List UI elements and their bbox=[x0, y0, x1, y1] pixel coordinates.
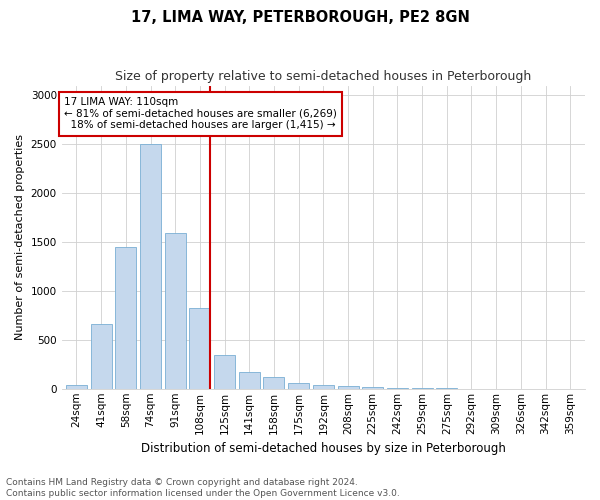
Bar bbox=[214, 354, 235, 389]
Bar bbox=[190, 308, 211, 389]
Title: Size of property relative to semi-detached houses in Peterborough: Size of property relative to semi-detach… bbox=[115, 70, 532, 83]
Bar bbox=[338, 386, 359, 389]
Y-axis label: Number of semi-detached properties: Number of semi-detached properties bbox=[15, 134, 25, 340]
Text: 17, LIMA WAY, PETERBOROUGH, PE2 8GN: 17, LIMA WAY, PETERBOROUGH, PE2 8GN bbox=[131, 10, 469, 25]
Bar bbox=[140, 144, 161, 389]
Bar bbox=[362, 387, 383, 389]
Bar bbox=[66, 385, 87, 389]
Bar bbox=[91, 324, 112, 389]
Bar bbox=[263, 377, 284, 389]
Bar bbox=[239, 372, 260, 389]
Text: Contains HM Land Registry data © Crown copyright and database right 2024.
Contai: Contains HM Land Registry data © Crown c… bbox=[6, 478, 400, 498]
X-axis label: Distribution of semi-detached houses by size in Peterborough: Distribution of semi-detached houses by … bbox=[141, 442, 506, 455]
Bar bbox=[313, 385, 334, 389]
Bar bbox=[288, 383, 309, 389]
Bar bbox=[115, 247, 136, 389]
Bar bbox=[387, 388, 408, 389]
Text: 17 LIMA WAY: 110sqm
← 81% of semi-detached houses are smaller (6,269)
  18% of s: 17 LIMA WAY: 110sqm ← 81% of semi-detach… bbox=[64, 98, 337, 130]
Bar bbox=[165, 233, 186, 389]
